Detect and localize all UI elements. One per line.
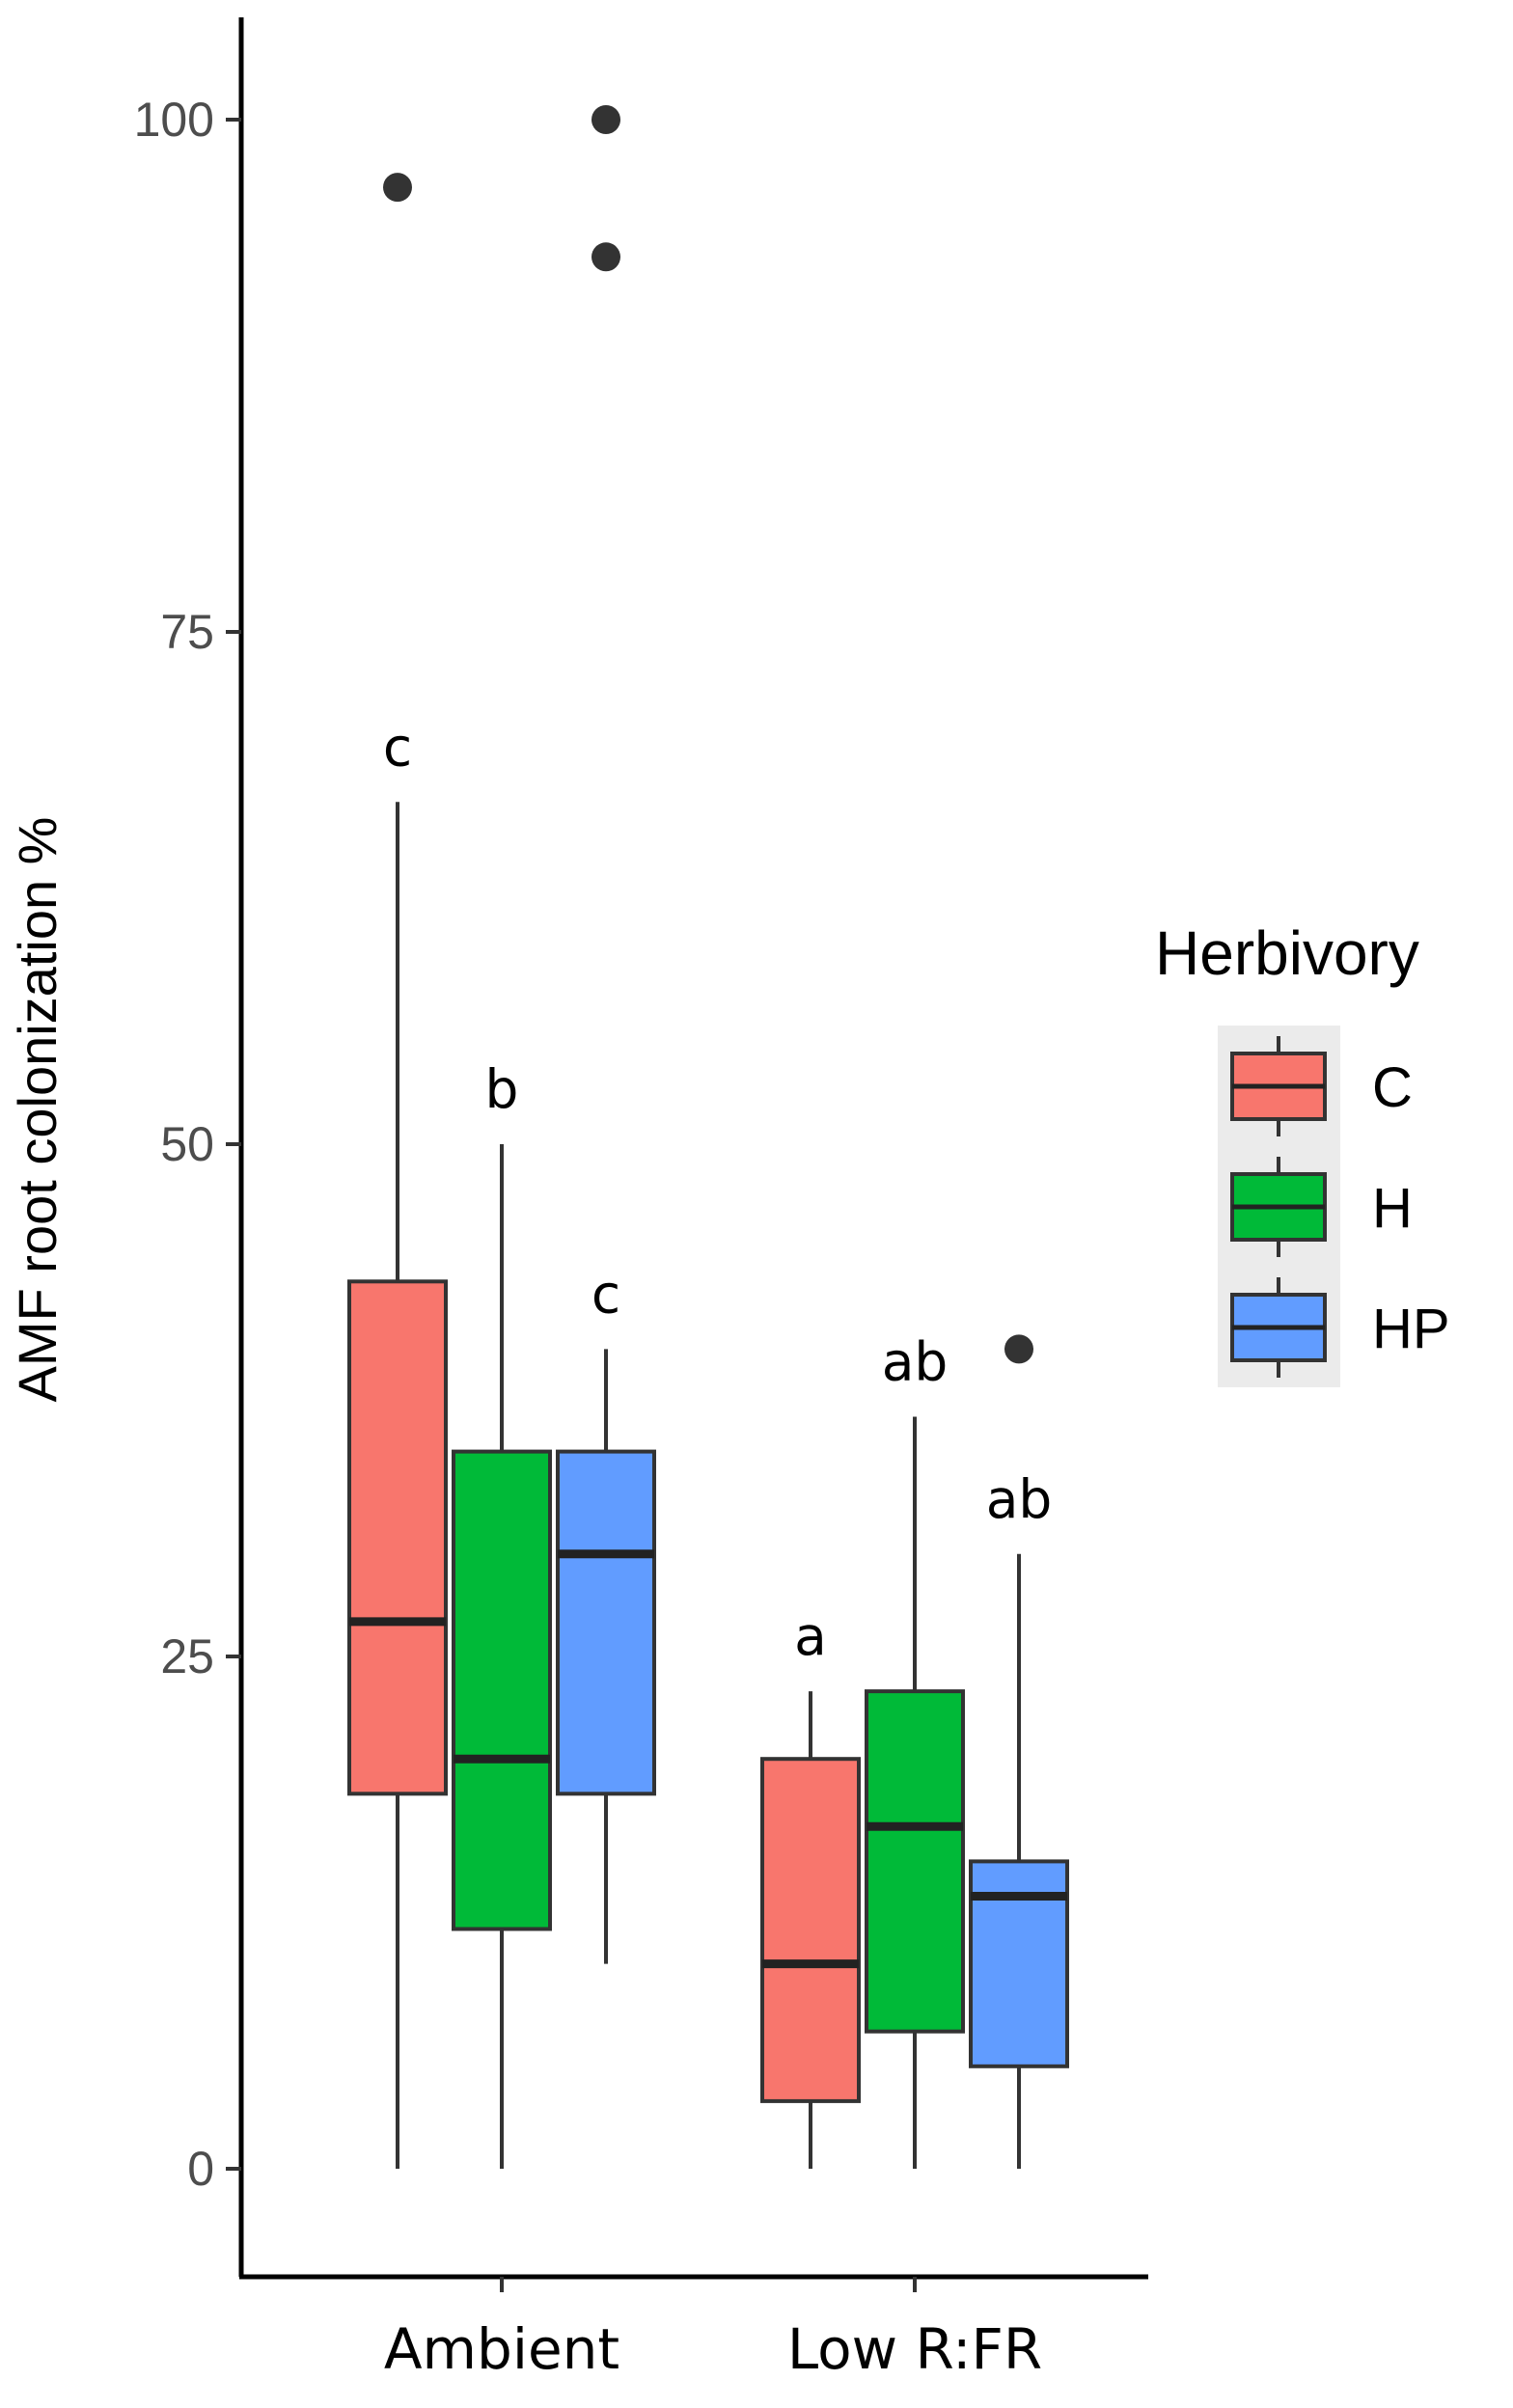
legend-label: H: [1372, 1177, 1413, 1240]
outlier-point: [591, 105, 620, 134]
significance-letter: b: [485, 1058, 519, 1120]
y-ticks: 0 25 50 75 100: [134, 93, 241, 2196]
legend-title: Herbivory: [1155, 918, 1419, 988]
box-H-low-r-fr: ab: [865, 1330, 965, 2169]
legend-entry-C: C: [1230, 1036, 1413, 1136]
legend-entry-HP: HP: [1230, 1277, 1450, 1378]
significance-letter: a: [794, 1605, 827, 1667]
iqr-box: [452, 1449, 552, 1931]
significance-letter: c: [591, 1263, 620, 1325]
legend-label: C: [1372, 1056, 1413, 1119]
y-tick-label: 50: [160, 1117, 214, 1171]
y-axis-title: AMF root colonization %: [7, 817, 68, 1403]
outlier-point: [591, 242, 620, 272]
legend: Herbivory CH HP: [1155, 918, 1450, 1387]
legend-label: HP: [1372, 1298, 1450, 1360]
iqr-box: [760, 1757, 861, 2103]
outlier-point: [1004, 1334, 1033, 1364]
y-tick-label: 100: [134, 93, 214, 147]
x-tick-label: Ambient: [384, 2316, 619, 2382]
box-C-low-r-fr: a: [760, 1605, 861, 2169]
y-tick-label: 75: [160, 605, 214, 659]
outlier-point: [383, 173, 412, 203]
iqr-box: [865, 1689, 965, 2034]
significance-letter: c: [383, 716, 412, 778]
significance-letter: ab: [882, 1330, 949, 1392]
iqr-box: [556, 1449, 656, 1796]
box-HP-ambient: c: [556, 105, 656, 1964]
y-tick-label: 25: [160, 1629, 214, 1683]
iqr-box: [347, 1279, 448, 1796]
box-H-ambient: b: [452, 1058, 552, 2169]
legend-entry-H: H: [1230, 1157, 1413, 1257]
x-ticks: Ambient Low R:FR: [384, 2277, 1042, 2382]
box-HP-low-r-fr: ab: [969, 1334, 1069, 2169]
y-tick-label: 0: [187, 2142, 214, 2196]
box-C-ambient: c: [347, 173, 448, 2169]
significance-letter: ab: [986, 1468, 1053, 1530]
x-tick-label: Low R:FR: [787, 2316, 1042, 2382]
